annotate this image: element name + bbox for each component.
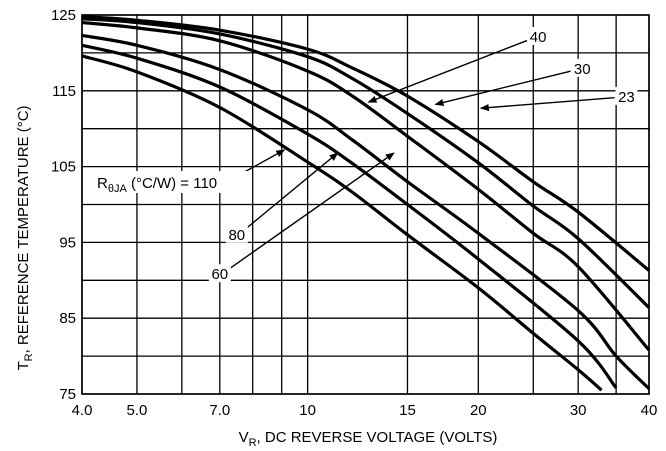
- annotation-arrow-60: [229, 152, 395, 270]
- annotation-arrow-30: [434, 70, 571, 107]
- x-tick-label: 5.0: [127, 402, 148, 419]
- annotation-label-bg-80: [225, 224, 248, 243]
- x-tick-label: 15: [399, 402, 416, 419]
- grid-layer: [81, 14, 650, 395]
- series-line-30: [81, 17, 651, 309]
- series-line-80: [81, 43, 618, 389]
- y-tick-label: 125: [51, 7, 76, 24]
- svg-text:RθJA (°C/W) = 110: RθJA (°C/W) = 110: [97, 175, 217, 195]
- series-line-23: [81, 14, 651, 272]
- x-tick-label: 40: [641, 402, 658, 419]
- annotation-label-23: 23: [618, 89, 635, 106]
- x-tick-label: 4.0: [72, 402, 93, 419]
- annotation-arrow-23: [479, 96, 615, 112]
- parameter-label: RθJA (°C/W) = 110: [94, 171, 250, 195]
- annotation-label-80: 80: [228, 227, 245, 244]
- series-line-40: [81, 20, 651, 352]
- y-tick-label: 105: [51, 159, 76, 176]
- y-tick-label: 115: [52, 83, 76, 100]
- annotation-label-bg-40: [527, 26, 550, 45]
- annotation-label-30: 30: [574, 61, 591, 78]
- y-tick-label: 75: [59, 386, 76, 403]
- x-tick-label: 30: [570, 402, 587, 419]
- x-axis-label: VR, DC REVERSE VOLTAGE (VOLTS): [239, 429, 498, 449]
- series-line-110: [81, 54, 603, 392]
- y-tick-label: 95: [59, 234, 76, 251]
- annotation-label-40: 40: [530, 29, 547, 46]
- annotation-arrow-80: [245, 152, 339, 230]
- annotation-layer: 40 30 23 80 60: [208, 26, 638, 283]
- plot-frame: [81, 14, 650, 395]
- parameter-label-bg: [94, 171, 250, 193]
- x-tick-label: 20: [470, 402, 487, 419]
- annotation-label-60: 60: [211, 266, 228, 283]
- y-tick-label: 85: [59, 310, 76, 327]
- annotation-label-bg-30: [571, 58, 594, 77]
- annotation-label-bg-23: [615, 86, 638, 105]
- tick-layer: 4.0 5.0 7.0 10 15 20 30 40 125 115 105 95 85 75: [51, 7, 657, 419]
- annotation-label-bg-60: [208, 264, 231, 283]
- x-tick-label: 10: [299, 402, 316, 419]
- series-line-60: [81, 33, 651, 390]
- y-axis-label: TR, REFERENCE TEMPERATURE (°C): [15, 105, 35, 370]
- annotation-arrow-40: [367, 39, 528, 103]
- x-tick-label: 7.0: [209, 402, 230, 419]
- series-layer: [81, 14, 651, 392]
